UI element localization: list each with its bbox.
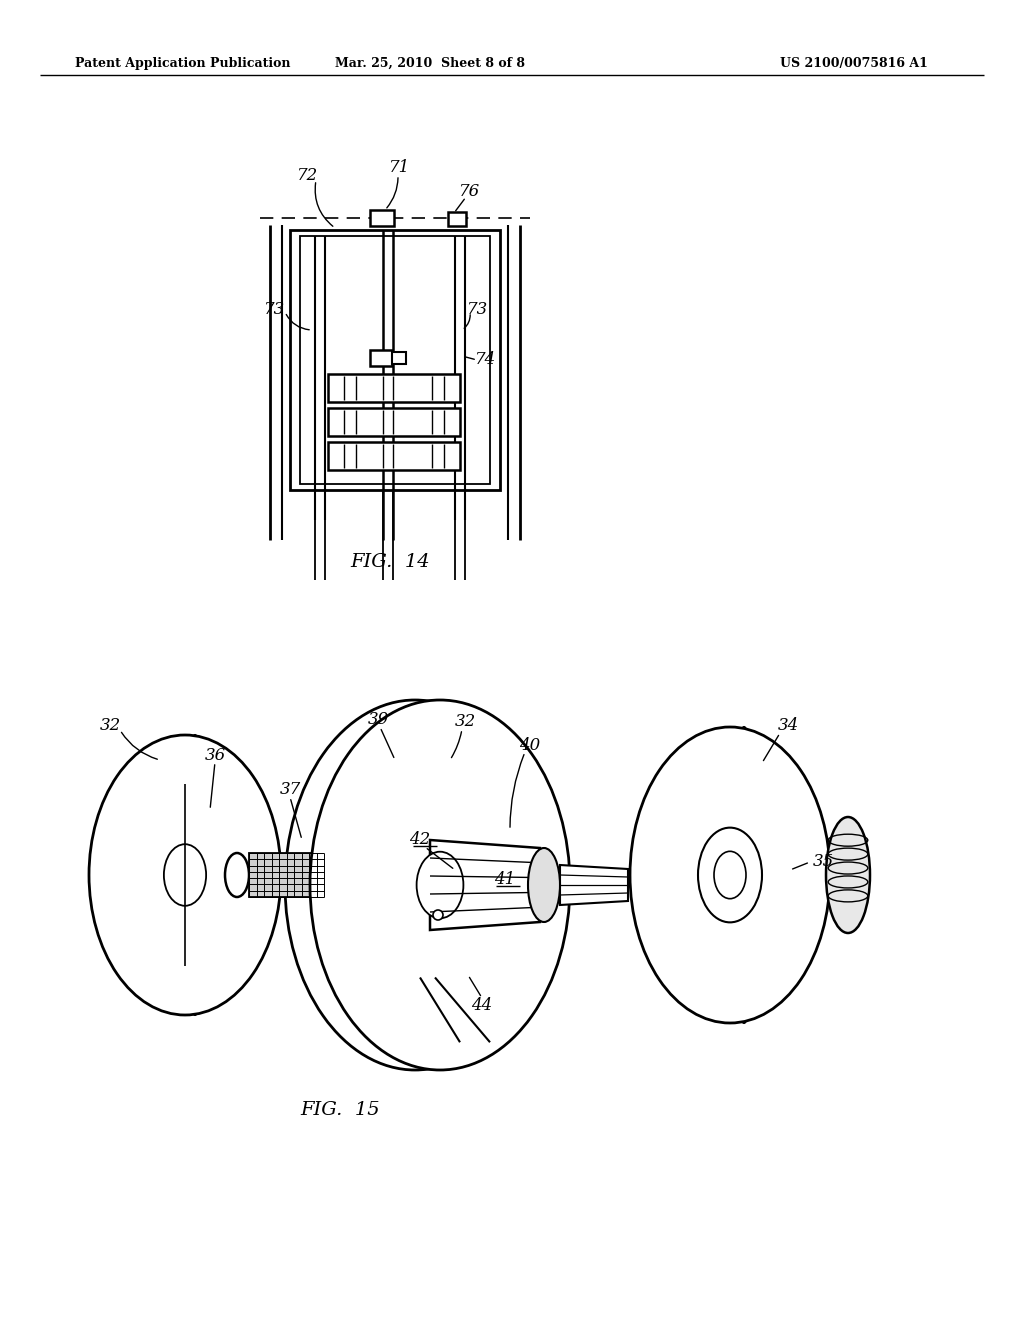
Text: 76: 76 — [460, 183, 480, 201]
Ellipse shape — [630, 727, 830, 1023]
Ellipse shape — [417, 851, 464, 919]
Bar — [249, 853, 324, 898]
Ellipse shape — [310, 700, 570, 1071]
Ellipse shape — [164, 845, 206, 906]
Ellipse shape — [528, 847, 560, 921]
Bar — [392, 352, 406, 364]
Text: 32: 32 — [99, 717, 121, 734]
Bar — [328, 408, 460, 436]
Ellipse shape — [225, 853, 249, 898]
Ellipse shape — [826, 817, 870, 933]
Bar — [328, 442, 460, 470]
Ellipse shape — [714, 851, 746, 899]
Text: 39: 39 — [368, 711, 389, 729]
Text: 36: 36 — [205, 747, 225, 763]
Bar — [290, 230, 500, 490]
Text: FIG.  14: FIG. 14 — [350, 553, 430, 572]
Text: 72: 72 — [297, 168, 318, 185]
Text: 73: 73 — [467, 301, 488, 318]
Ellipse shape — [316, 853, 332, 898]
Bar — [328, 374, 460, 403]
Text: 42: 42 — [410, 832, 431, 849]
Text: FIG.  15: FIG. 15 — [300, 1101, 380, 1119]
Ellipse shape — [732, 727, 756, 1023]
Ellipse shape — [285, 700, 545, 1071]
Ellipse shape — [89, 735, 281, 1015]
Ellipse shape — [433, 909, 443, 920]
Text: 71: 71 — [389, 160, 411, 177]
Bar — [370, 210, 394, 226]
Text: 74: 74 — [475, 351, 497, 368]
Text: 35: 35 — [812, 854, 834, 870]
Text: Mar. 25, 2010  Sheet 8 of 8: Mar. 25, 2010 Sheet 8 of 8 — [335, 57, 525, 70]
Polygon shape — [560, 865, 628, 906]
Text: 32: 32 — [455, 714, 475, 730]
Text: 34: 34 — [777, 718, 799, 734]
Polygon shape — [430, 840, 540, 931]
Bar — [449, 213, 466, 226]
Bar — [370, 350, 392, 366]
Bar — [300, 236, 490, 484]
Text: 44: 44 — [471, 997, 493, 1014]
Text: 73: 73 — [264, 301, 286, 318]
Text: 37: 37 — [280, 781, 301, 799]
Text: Patent Application Publication: Patent Application Publication — [75, 57, 291, 70]
Text: 41: 41 — [495, 871, 516, 888]
Text: 40: 40 — [519, 737, 541, 754]
Ellipse shape — [183, 735, 207, 1015]
Ellipse shape — [698, 828, 762, 923]
Text: US 2100/0075816 A1: US 2100/0075816 A1 — [780, 57, 928, 70]
